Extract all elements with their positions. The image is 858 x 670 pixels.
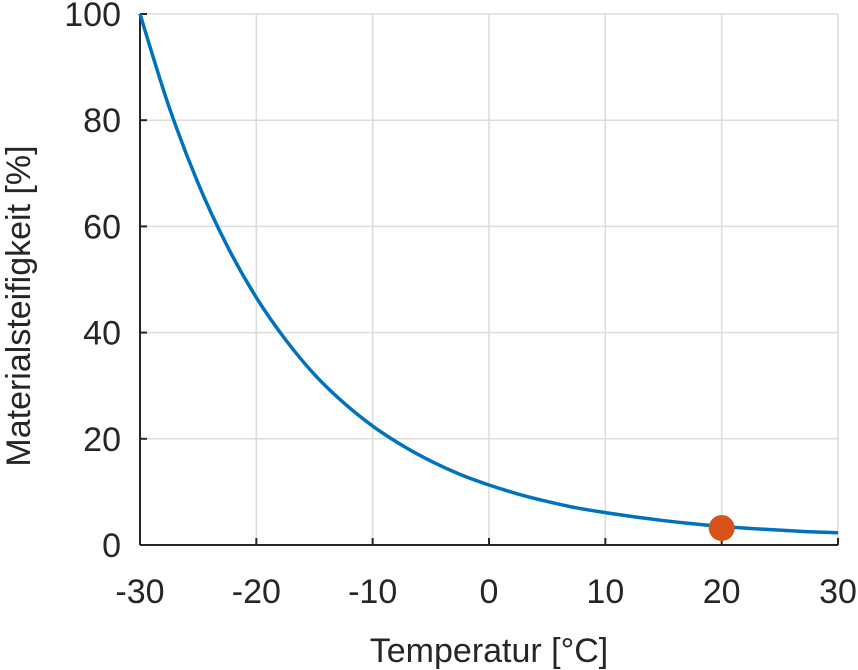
y-tick-label: 20 [83,421,121,459]
y-tick-label: 80 [83,102,121,140]
data-point-marker [708,515,735,542]
y-tick-label: 40 [83,315,121,353]
markers-layer [708,515,735,542]
x-tick-label: 20 [703,573,741,611]
x-tick-label: 30 [819,573,857,611]
x-tick-label: -30 [115,573,164,611]
y-axis-label: Materialsteifigkeit [%] [0,145,38,466]
y-tick-label: 60 [83,208,121,246]
y-tick-label: 100 [64,0,121,34]
y-tick-label: 0 [102,527,121,565]
x-tick-label: -20 [232,573,281,611]
x-tick-label: 10 [586,573,624,611]
grid [139,13,839,546]
x-axis-label: Temperatur [°C] [370,632,608,670]
x-tick-label: -10 [348,573,397,611]
x-tick-label: 0 [480,573,499,611]
ticks: -30 -20 -10 0 10 20 30 0 20 40 60 80 100 [64,0,857,611]
